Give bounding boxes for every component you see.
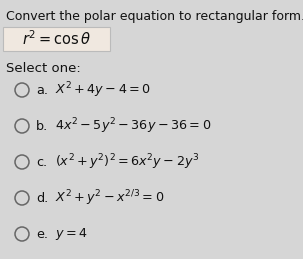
Circle shape [15, 191, 29, 205]
Text: a.: a. [36, 83, 48, 97]
Text: $4x^2 - 5y^2 - 36y - 36 = 0$: $4x^2 - 5y^2 - 36y - 36 = 0$ [55, 116, 211, 136]
Text: $r^2 = \cos\theta$: $r^2 = \cos\theta$ [22, 30, 91, 48]
Text: b.: b. [36, 119, 48, 133]
Circle shape [15, 227, 29, 241]
Circle shape [15, 83, 29, 97]
Text: $X^2 + 4y - 4 = 0$: $X^2 + 4y - 4 = 0$ [55, 80, 151, 100]
Text: $X^2 + y^2 - x^{2/3} = 0$: $X^2 + y^2 - x^{2/3} = 0$ [55, 188, 164, 208]
Text: e.: e. [36, 227, 48, 241]
Text: $y = 4$: $y = 4$ [55, 226, 88, 242]
Circle shape [15, 119, 29, 133]
Text: Select one:: Select one: [6, 62, 81, 75]
FancyBboxPatch shape [3, 27, 110, 51]
Text: d.: d. [36, 191, 48, 205]
Text: c.: c. [36, 155, 47, 169]
Circle shape [15, 155, 29, 169]
Text: $(x^2 + y^2)^2 = 6x^2y - 2y^3$: $(x^2 + y^2)^2 = 6x^2y - 2y^3$ [55, 152, 199, 172]
Text: Convert the polar equation to rectangular form.: Convert the polar equation to rectangula… [6, 10, 303, 23]
